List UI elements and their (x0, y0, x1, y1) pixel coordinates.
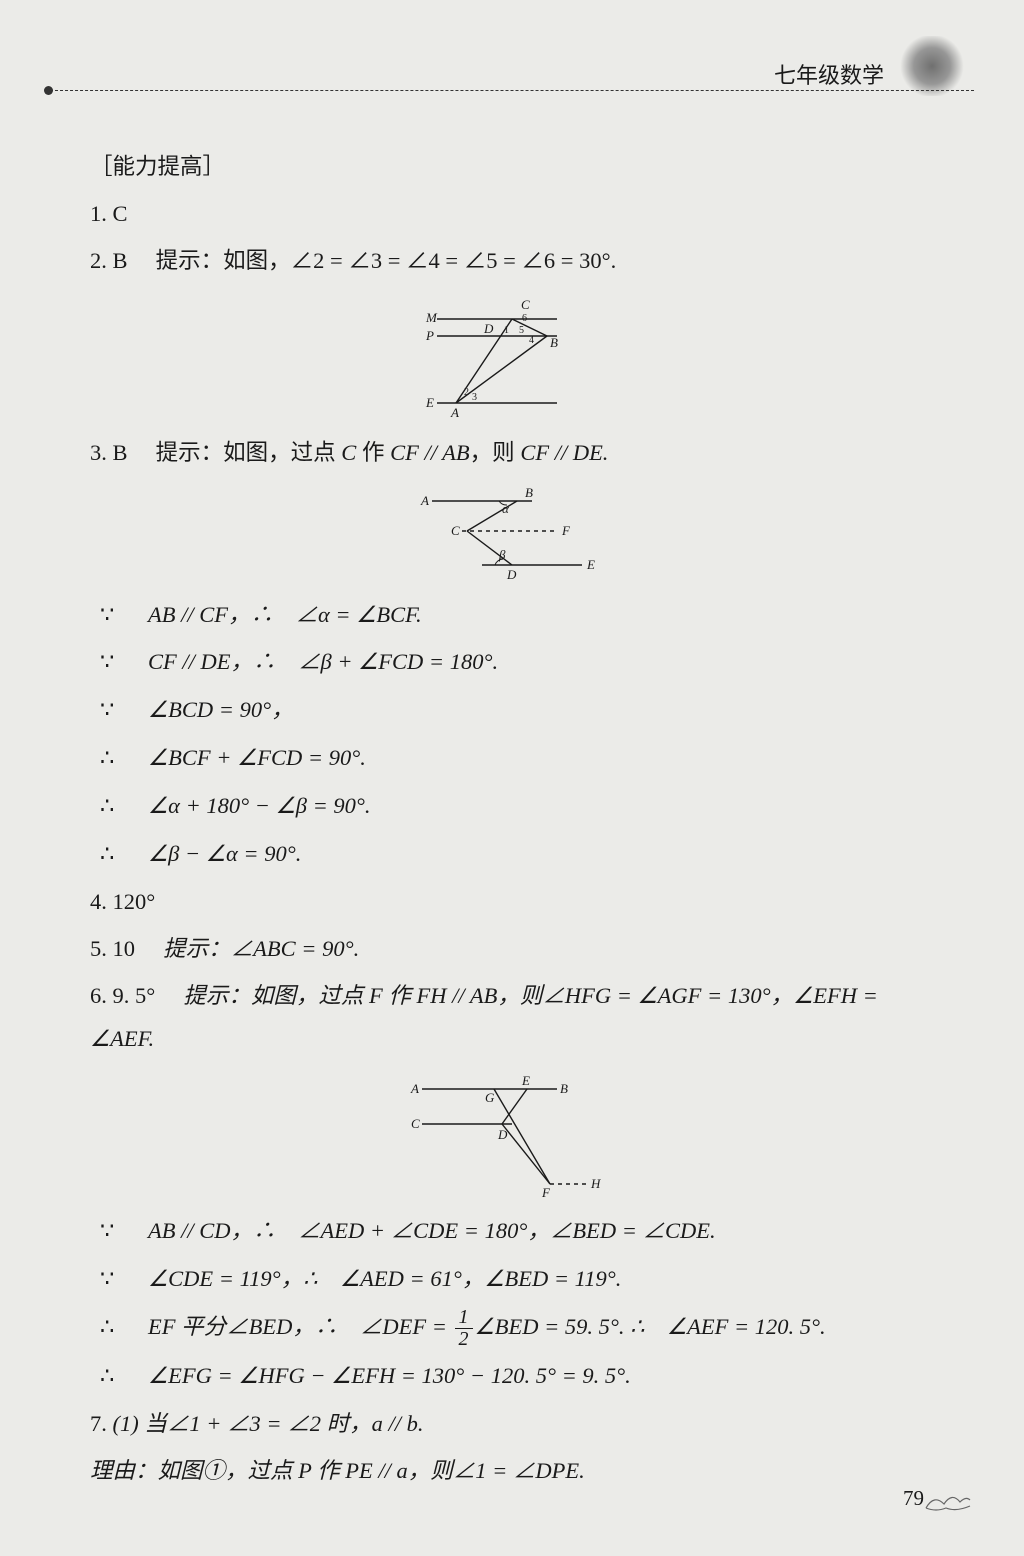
lbl-D: D (483, 321, 494, 336)
content-body: ［能力提高］ 1. C 2. B 提示：如图，∠2 = ∠3 = ∠4 = ∠5… (90, 145, 934, 1493)
hint-comma: ，则 (470, 440, 521, 465)
lbl-D: D (506, 567, 517, 582)
proof3-l6: ∴∠β − ∠α = 90°. (90, 832, 934, 876)
item-num: 7. (90, 1411, 107, 1436)
proof6-l4: ∴∠EFG = ∠HFG − ∠EFH = 130° − 120. 5° = 9… (90, 1354, 934, 1398)
proof-text: AB // CD，∴ ∠AED + ∠CDE = 180°，∠BED = ∠CD… (148, 1209, 716, 1253)
item-ans: 10 (113, 936, 136, 961)
item-num: 6. (90, 983, 107, 1008)
proof-text: ∠β − ∠α = 90°. (148, 832, 301, 876)
diagram-6: A B C D E G F H (90, 1069, 934, 1199)
lbl-E: E (425, 395, 434, 410)
proof6-l3a: EF 平分∠BED，∴ ∠DEF = (148, 1314, 453, 1339)
item-num: 5. (90, 936, 107, 961)
proof6-l1: ∵AB // CD，∴ ∠AED + ∠CDE = 180°，∠BED = ∠C… (90, 1209, 934, 1253)
hint-r2: CF // DE. (520, 440, 608, 465)
item-4: 4. 120° (90, 880, 934, 924)
lbl-M: M (425, 310, 438, 325)
item-ans: 9. 5° (113, 983, 156, 1008)
lbl-P: P (425, 328, 434, 343)
lbl-4: 4 (529, 335, 534, 346)
proof-text: AB // CF，∴ ∠α = ∠BCF. (148, 593, 422, 637)
lbl-A: A (420, 493, 429, 508)
lbl-A: A (410, 1081, 419, 1096)
proof-text: ∠α + 180° − ∠β = 90°. (148, 784, 371, 828)
lbl-E: E (521, 1073, 530, 1088)
proof-text: ∠EFG = ∠HFG − ∠EFH = 130° − 120. 5° = 9.… (148, 1354, 631, 1398)
hint-c: C (341, 440, 356, 465)
hint-mid: 作 (356, 440, 390, 465)
item-1: 1. C (90, 192, 934, 236)
item-num: 4. (90, 889, 107, 914)
item-3: 3. B 提示：如图，过点 C 作 CF // AB，则 CF // DE. (90, 431, 934, 475)
lbl-2: 2 (464, 387, 469, 398)
proof3-l2: ∵CF // DE，∴ ∠β + ∠FCD = 180°. (90, 640, 934, 684)
proof3-l3: ∵∠BCD = 90°， (90, 688, 934, 732)
proof-text: ∠BCF + ∠FCD = 90°. (148, 736, 366, 780)
page-decoration (924, 1488, 972, 1514)
lbl-A: A (450, 405, 459, 420)
proof6-l2: ∵∠CDE = 119°，∴ ∠AED = 61°，∠BED = 119°. (90, 1257, 934, 1301)
lbl-6: 6 (522, 313, 527, 324)
lbl-B: B (560, 1081, 568, 1096)
item-num: 3. (90, 440, 107, 465)
lbl-B: B (525, 485, 533, 500)
diagram-2: M P E A B C D 1 2 3 4 5 6 (90, 291, 934, 421)
lbl-F: F (561, 523, 571, 538)
hint-r1: CF // AB (390, 440, 470, 465)
header-divider (50, 90, 974, 91)
item-part: (1) 当∠1 + ∠3 = ∠2 时，a // b. (113, 1411, 424, 1436)
item-7b: 理由：如图①，过点 P 作 PE // a，则∠1 = ∠DPE. (90, 1449, 934, 1493)
item-hint-prefix: 提示：如图，过点 (156, 440, 342, 465)
lbl-1: 1 (504, 325, 509, 336)
lbl-G: G (485, 1090, 495, 1105)
proof3-l5: ∴∠α + 180° − ∠β = 90°. (90, 784, 934, 828)
lbl-3: 3 (472, 392, 477, 403)
item-ans: 120° (113, 889, 156, 914)
item-ans: B (113, 440, 128, 465)
lbl-D: D (497, 1127, 508, 1142)
lbl-H: H (590, 1176, 601, 1191)
item-hint: 提示：如图，∠2 = ∠3 = ∠4 = ∠5 = ∠6 = 30°. (156, 248, 617, 273)
item-7: 7. (1) 当∠1 + ∠3 = ∠2 时，a // b. (90, 1402, 934, 1446)
lbl-C: C (411, 1116, 420, 1131)
item-ans: C (113, 201, 128, 226)
proof-text: CF // DE，∴ ∠β + ∠FCD = 180°. (148, 640, 498, 684)
lbl-B: B (550, 335, 558, 350)
proof6-l3b: ∠BED = 59. 5°. ∴ ∠AEF = 120. 5°. (475, 1314, 826, 1339)
item-5: 5. 10 提示：∠ABC = 90°. (90, 927, 934, 971)
page-number: 79 (903, 1486, 924, 1511)
lbl-C: C (521, 297, 530, 312)
proof-text: ∠BCD = 90°， (148, 688, 294, 732)
lbl-5: 5 (519, 325, 524, 336)
diagram-3: A B C F D E α β (90, 483, 934, 583)
item-6: 6. 9. 5° 提示：如图，过点 F 作 FH // AB，则∠HFG = ∠… (90, 974, 934, 1062)
lbl-alpha: α (502, 501, 510, 516)
proof-text: ∠CDE = 119°，∴ ∠AED = 61°，∠BED = 119°. (148, 1257, 621, 1301)
item-num: 2. (90, 248, 107, 273)
item-2: 2. B 提示：如图，∠2 = ∠3 = ∠4 = ∠5 = ∠6 = 30°. (90, 239, 934, 283)
header-decoration (898, 36, 966, 96)
section-title: ［能力提高］ (90, 145, 934, 189)
fraction-half: 12 (455, 1307, 473, 1350)
proof3-l4: ∴∠BCF + ∠FCD = 90°. (90, 736, 934, 780)
lbl-C: C (451, 523, 460, 538)
header-subject: 七年级数学 (774, 58, 884, 90)
lbl-F: F (541, 1185, 551, 1199)
proof3-l1: ∵AB // CF，∴ ∠α = ∠BCF. (90, 593, 934, 637)
item-hint: 提示：如图，过点 F 作 FH // AB，则∠HFG = ∠AGF = 130… (90, 983, 878, 1052)
item-num: 1. (90, 201, 107, 226)
lbl-E: E (586, 557, 595, 572)
proof6-l3: ∴ EF 平分∠BED，∴ ∠DEF = 12∠BED = 59. 5°. ∴ … (90, 1305, 934, 1350)
item-hint: 提示：∠ABC = 90°. (163, 936, 359, 961)
item-ans: B (113, 248, 128, 273)
item-7b-text: 理由：如图①，过点 P 作 PE // a，则∠1 = ∠DPE. (90, 1458, 585, 1483)
